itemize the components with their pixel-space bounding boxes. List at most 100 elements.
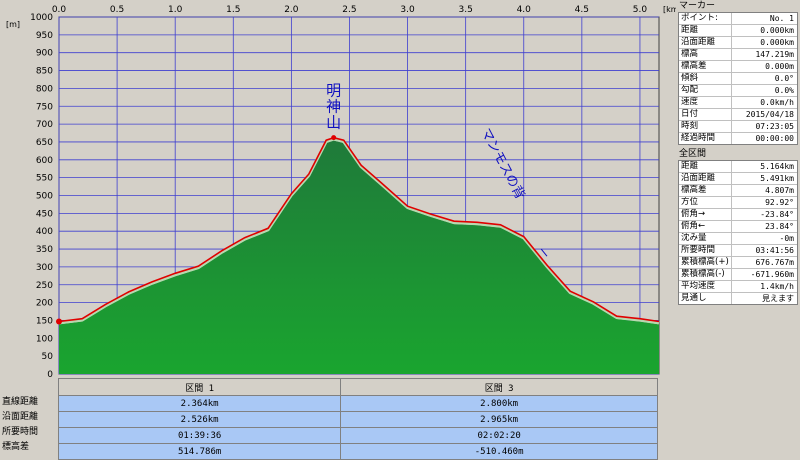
summit-label-char: 明 bbox=[326, 82, 341, 100]
segment-cell: 2.965km bbox=[340, 411, 658, 428]
marker-key: 傾斜 bbox=[679, 73, 732, 84]
summary-key: 累積標高(-) bbox=[679, 269, 732, 280]
y-axis-label: [m] bbox=[6, 20, 20, 29]
marker-key: 時刻 bbox=[679, 121, 732, 132]
segment-header-1[interactable]: 区間 1 bbox=[57, 378, 342, 396]
row-label: 直線距離 bbox=[2, 397, 39, 407]
marker-value: 0.0% bbox=[774, 86, 794, 95]
marker-value: 0.000km bbox=[760, 38, 794, 47]
y-tick-label: 650 bbox=[36, 138, 53, 148]
marker-key: 標高差 bbox=[679, 61, 732, 72]
marker-row: 標高差 0.000m bbox=[679, 61, 797, 73]
summary-key: 俯角→ bbox=[679, 209, 732, 220]
summary-key: 所要時間 bbox=[679, 245, 732, 256]
info-sidebar: マーカー ポイント: No. 1 距離 0.000km 沿面距離 0.000km 標高 147… bbox=[676, 0, 800, 457]
y-tick-label: 800 bbox=[36, 84, 53, 94]
segment-cell: 2.800km bbox=[340, 395, 658, 412]
summary-value: -671.960m bbox=[750, 270, 794, 279]
marker-value: 0.000km bbox=[760, 26, 794, 35]
x-tick-label: 5.0 bbox=[633, 5, 648, 15]
ridge-pointer bbox=[540, 248, 548, 257]
summit-marker bbox=[331, 135, 337, 141]
marker-key: 沿面距離 bbox=[679, 37, 732, 48]
x-tick-label: 0.5 bbox=[110, 5, 124, 15]
marker-value: 0.0km/h bbox=[760, 98, 794, 107]
x-tick-label: 4.0 bbox=[517, 5, 532, 15]
marker-key: 標高 bbox=[679, 49, 732, 60]
y-tick-label: 450 bbox=[36, 209, 53, 219]
y-tick-label: 200 bbox=[36, 299, 53, 309]
marker-key: 速度 bbox=[679, 97, 732, 108]
x-tick-label: 2.5 bbox=[342, 5, 356, 15]
marker-value: 0.0° bbox=[774, 74, 794, 83]
summit-label-char: 山 bbox=[326, 114, 341, 132]
summary-key: 沿面距離 bbox=[679, 173, 732, 184]
summary-row: 俯角← 23.84° bbox=[679, 221, 797, 233]
segment-cell: 514.786m bbox=[57, 443, 342, 460]
y-tick-label: 600 bbox=[36, 156, 53, 166]
x-axis-label: [km] bbox=[663, 5, 676, 14]
summit-label-char: 神 bbox=[326, 98, 341, 116]
summary-row: 俯角→ -23.84° bbox=[679, 209, 797, 221]
marker-row: 沿面距離 0.000km bbox=[679, 37, 797, 49]
y-tick-label: 0 bbox=[47, 370, 53, 380]
summary-value: 1.4km/h bbox=[760, 282, 794, 291]
y-tick-label: 400 bbox=[36, 227, 53, 237]
elevation-line bbox=[58, 136, 660, 323]
x-tick-label: 4.5 bbox=[575, 5, 589, 15]
segment-cell: 2.526km bbox=[57, 411, 342, 428]
marker-row: 時刻 07:23:05 bbox=[679, 121, 797, 133]
segment-cell: 2.364km bbox=[57, 395, 342, 412]
summary-row: 沿面距離 5.491km bbox=[679, 173, 797, 185]
summary-grid: 距離 5.164km 沿面距離 5.491km 標高差 4.807m 方位 92.92° 俯角→… bbox=[678, 160, 798, 305]
summary-row: 平均速度 1.4km/h bbox=[679, 281, 797, 293]
marker-grid: ポイント: No. 1 距離 0.000km 沿面距離 0.000km 標高 147.219m… bbox=[678, 12, 798, 145]
segment-header-3[interactable]: 区間 3 bbox=[340, 378, 658, 396]
y-tick-label: 500 bbox=[36, 192, 53, 202]
row-label: 沿面距離 bbox=[2, 412, 39, 422]
segment-cell: 02:02:20 bbox=[340, 427, 658, 444]
x-tick-label: 1.5 bbox=[226, 5, 240, 15]
summary-row: 沈み量 -0m bbox=[679, 233, 797, 245]
summary-key: 方位 bbox=[679, 197, 732, 208]
marker-row: 傾斜 0.0° bbox=[679, 73, 797, 85]
marker-row: 経過時間 00:00:00 bbox=[679, 133, 797, 144]
summary-row: 累積標高(+) 676.767m bbox=[679, 257, 797, 269]
summary-value: 5.164km bbox=[760, 162, 794, 171]
y-tick-label: 700 bbox=[36, 120, 53, 130]
summary-row: 所要時間 03:41:56 bbox=[679, 245, 797, 257]
marker-key: 経過時間 bbox=[679, 133, 732, 144]
row-label: 標高差 bbox=[2, 442, 30, 452]
summary-row: 見通し 見えます bbox=[679, 293, 797, 304]
marker-row: 速度 0.0km/h bbox=[679, 97, 797, 109]
x-tick-label: 2.0 bbox=[284, 5, 299, 15]
y-tick-label: 150 bbox=[36, 316, 53, 326]
marker-key: ポイント: bbox=[679, 13, 732, 24]
summary-value: 03:41:56 bbox=[755, 246, 794, 255]
marker-value: 00:00:00 bbox=[755, 134, 794, 143]
summary-value: 92.92° bbox=[765, 198, 794, 207]
segment-cell: 01:39:36 bbox=[57, 427, 342, 444]
marker-row: 距離 0.000km bbox=[679, 25, 797, 37]
y-tick-label: 1000 bbox=[30, 13, 53, 23]
y-tick-label: 850 bbox=[36, 67, 53, 77]
x-tick-label: 1.0 bbox=[168, 5, 183, 15]
summary-value: -0m bbox=[779, 234, 794, 243]
summary-row: 標高差 4.807m bbox=[679, 185, 797, 197]
marker-value: 07:23:05 bbox=[755, 122, 794, 131]
elevation-area bbox=[59, 140, 659, 374]
summary-key: 俯角← bbox=[679, 221, 732, 232]
summary-row: 累積標高(-) -671.960m bbox=[679, 269, 797, 281]
y-tick-label: 950 bbox=[36, 31, 53, 41]
summary-value: 見えます bbox=[762, 294, 794, 303]
summary-key: 累積標高(+) bbox=[679, 257, 732, 268]
marker-value: 147.219m bbox=[755, 50, 794, 59]
y-tick-label: 300 bbox=[36, 263, 53, 273]
start-marker bbox=[56, 318, 62, 325]
marker-key: 勾配 bbox=[679, 85, 732, 96]
row-label: 所要時間 bbox=[2, 427, 39, 437]
summary-row: 距離 5.164km bbox=[679, 161, 797, 173]
marker-value: No. 1 bbox=[769, 14, 794, 23]
x-tick-label: 3.5 bbox=[458, 5, 472, 15]
marker-row: 標高 147.219m bbox=[679, 49, 797, 61]
